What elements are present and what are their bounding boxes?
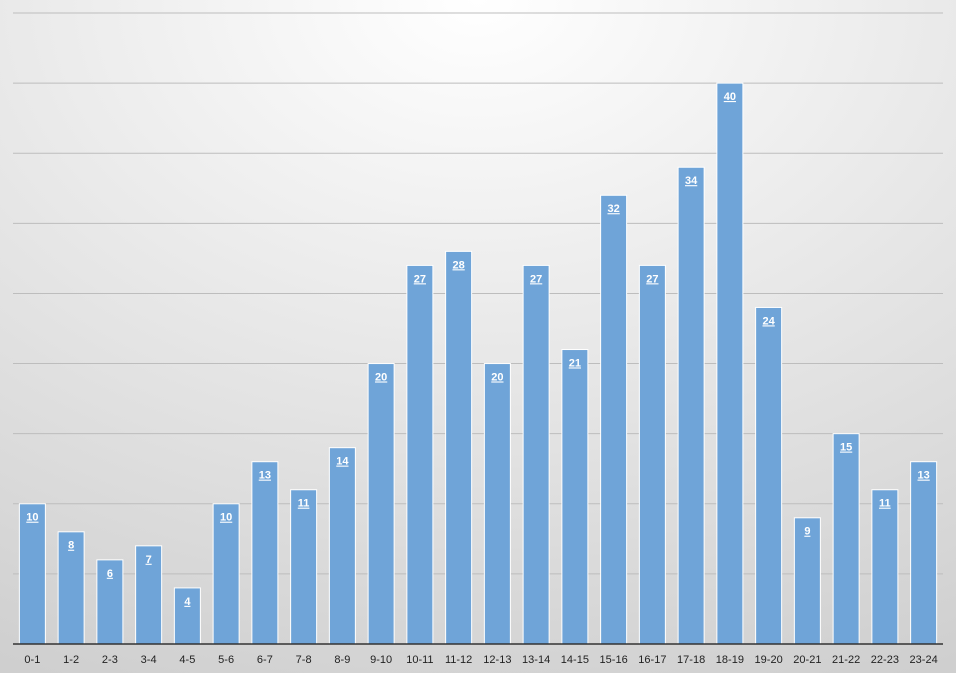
- value-label: 10: [26, 512, 38, 524]
- value-label: 11: [879, 498, 891, 510]
- bar: [328, 447, 356, 645]
- bar: [600, 194, 628, 645]
- value-label: 8: [68, 540, 74, 552]
- bar: [57, 531, 85, 645]
- x-tick-label: 11-12: [445, 654, 472, 666]
- value-label: 13: [918, 470, 930, 482]
- value-label: 10: [220, 512, 232, 524]
- x-tick-label: 17-18: [677, 654, 705, 666]
- bar: [871, 489, 899, 645]
- x-tick-label: 2-3: [102, 654, 118, 666]
- bar: [522, 264, 550, 645]
- x-tick-label: 4-5: [179, 654, 195, 666]
- bar: [910, 461, 938, 645]
- bar: [212, 503, 240, 645]
- bar: [445, 250, 473, 645]
- bar: [716, 82, 744, 645]
- bar: [135, 545, 163, 645]
- value-label: 11: [298, 498, 310, 510]
- x-tick-label: 13-14: [522, 654, 550, 666]
- value-label: 20: [375, 371, 387, 383]
- value-label: 21: [569, 357, 581, 369]
- x-tick-label: 20-21: [793, 654, 821, 666]
- value-label: 13: [259, 470, 271, 482]
- x-tick-label: 6-7: [257, 654, 273, 666]
- value-label: 40: [724, 91, 736, 103]
- bar: [406, 264, 434, 645]
- value-label: 20: [491, 371, 503, 383]
- value-label: 9: [804, 526, 810, 538]
- bar: [755, 306, 783, 645]
- value-label: 7: [146, 554, 152, 566]
- value-label: 27: [414, 273, 426, 285]
- bar: [367, 363, 395, 645]
- value-label: 6: [107, 568, 113, 580]
- value-label: 24: [763, 315, 776, 327]
- bar: [832, 433, 860, 645]
- x-tick-label: 10-11: [406, 654, 433, 666]
- x-tick-label: 0-1: [24, 654, 40, 666]
- bar: [251, 461, 279, 645]
- value-label: 14: [336, 456, 349, 468]
- x-tick-label: 8-9: [334, 654, 350, 666]
- x-tick-label: 9-10: [370, 654, 392, 666]
- value-label: 28: [453, 259, 465, 271]
- x-tick-label: 15-16: [600, 654, 628, 666]
- x-tick-label: 16-17: [638, 654, 666, 666]
- bar: [793, 517, 821, 645]
- value-label: 32: [608, 203, 620, 215]
- x-tick-label: 23-24: [910, 654, 938, 666]
- x-tick-label: 5-6: [218, 654, 234, 666]
- value-label: 15: [840, 442, 852, 454]
- value-label: 4: [184, 596, 191, 608]
- x-tick-label: 7-8: [296, 654, 312, 666]
- x-tick-label: 1-2: [63, 654, 79, 666]
- value-label: 27: [646, 273, 658, 285]
- value-label: 34: [685, 175, 698, 187]
- x-tick-label: 14-15: [561, 654, 589, 666]
- bar: [638, 264, 666, 645]
- bar: [18, 503, 46, 645]
- x-tick-label: 19-20: [755, 654, 783, 666]
- x-tick-label: 22-23: [871, 654, 899, 666]
- x-tick-label: 21-22: [832, 654, 860, 666]
- x-tick-label: 3-4: [141, 654, 157, 666]
- x-tick-label: 12-13: [483, 654, 511, 666]
- bar: [483, 363, 511, 645]
- bar: [677, 166, 705, 645]
- x-tick-label: 18-19: [716, 654, 744, 666]
- bar: [290, 489, 318, 645]
- value-label: 27: [530, 273, 542, 285]
- bar: [561, 349, 589, 645]
